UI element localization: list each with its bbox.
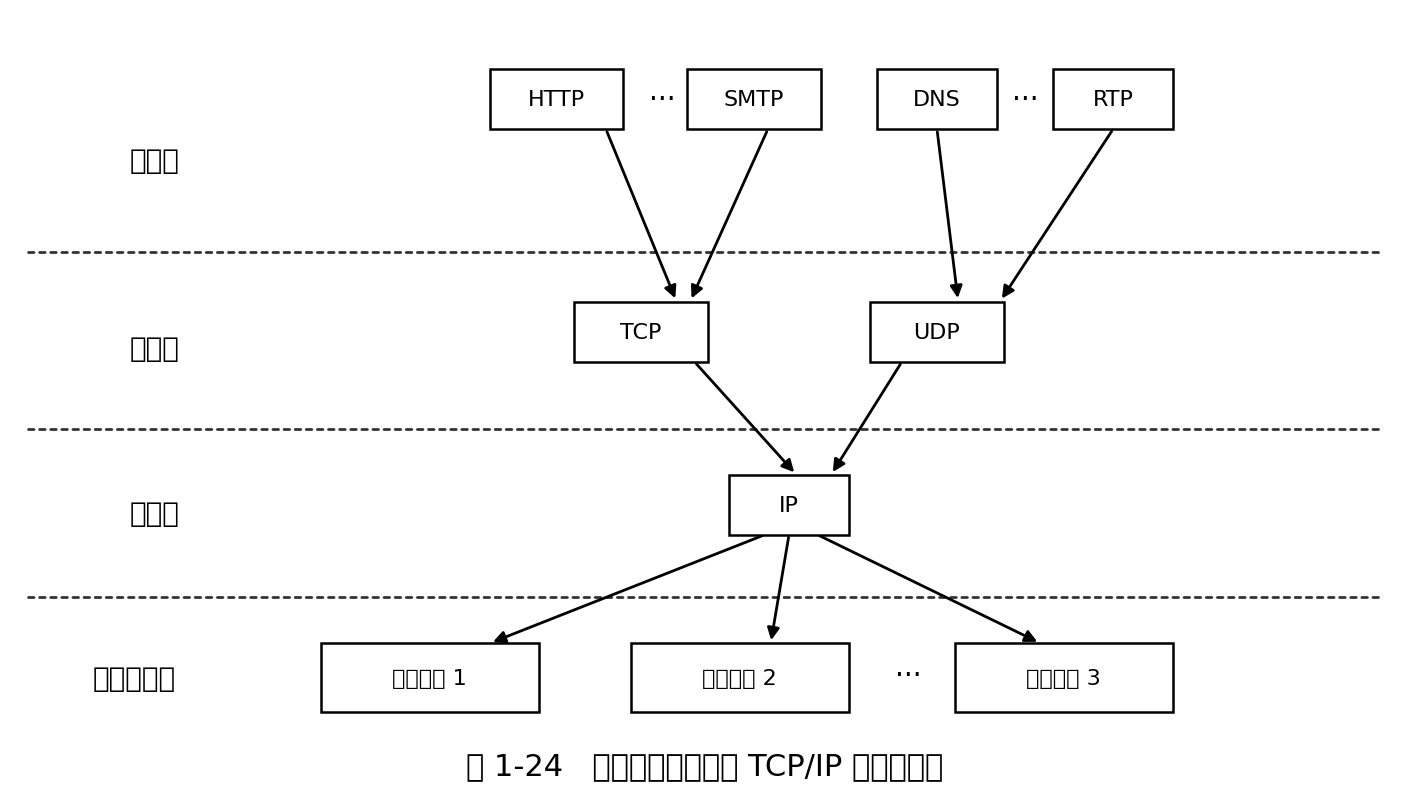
Text: 运输层: 运输层 bbox=[130, 335, 180, 363]
Text: RTP: RTP bbox=[1092, 91, 1134, 110]
Text: 网络接口 1: 网络接口 1 bbox=[392, 668, 468, 687]
Text: UDP: UDP bbox=[913, 323, 961, 342]
Text: ···: ··· bbox=[1013, 87, 1038, 114]
Bar bbox=[730, 475, 850, 536]
Bar bbox=[575, 303, 709, 363]
Bar bbox=[320, 643, 538, 712]
Text: DNS: DNS bbox=[913, 91, 961, 110]
Text: ···: ··· bbox=[896, 662, 921, 689]
Text: 网络接口层: 网络接口层 bbox=[93, 664, 175, 691]
Bar bbox=[490, 71, 624, 130]
Text: 应用层: 应用层 bbox=[130, 147, 180, 174]
Text: IP: IP bbox=[779, 496, 799, 515]
Text: SMTP: SMTP bbox=[724, 91, 783, 110]
Text: TCP: TCP bbox=[620, 323, 662, 342]
Text: 网络接口 2: 网络接口 2 bbox=[702, 668, 778, 687]
Bar bbox=[631, 643, 850, 712]
Bar bbox=[955, 643, 1174, 712]
Text: ···: ··· bbox=[650, 87, 675, 114]
Text: 图 1-24   沙漏计时器形状的 TCP/IP 协议族示意: 图 1-24 沙漏计时器形状的 TCP/IP 协议族示意 bbox=[466, 751, 943, 780]
Bar bbox=[1054, 71, 1172, 130]
Bar bbox=[688, 71, 820, 130]
Text: HTTP: HTTP bbox=[528, 91, 585, 110]
Bar bbox=[876, 71, 998, 130]
Text: 网际层: 网际层 bbox=[130, 500, 180, 527]
Text: 网络接口 3: 网络接口 3 bbox=[1026, 668, 1102, 687]
Bar bbox=[871, 303, 1005, 363]
